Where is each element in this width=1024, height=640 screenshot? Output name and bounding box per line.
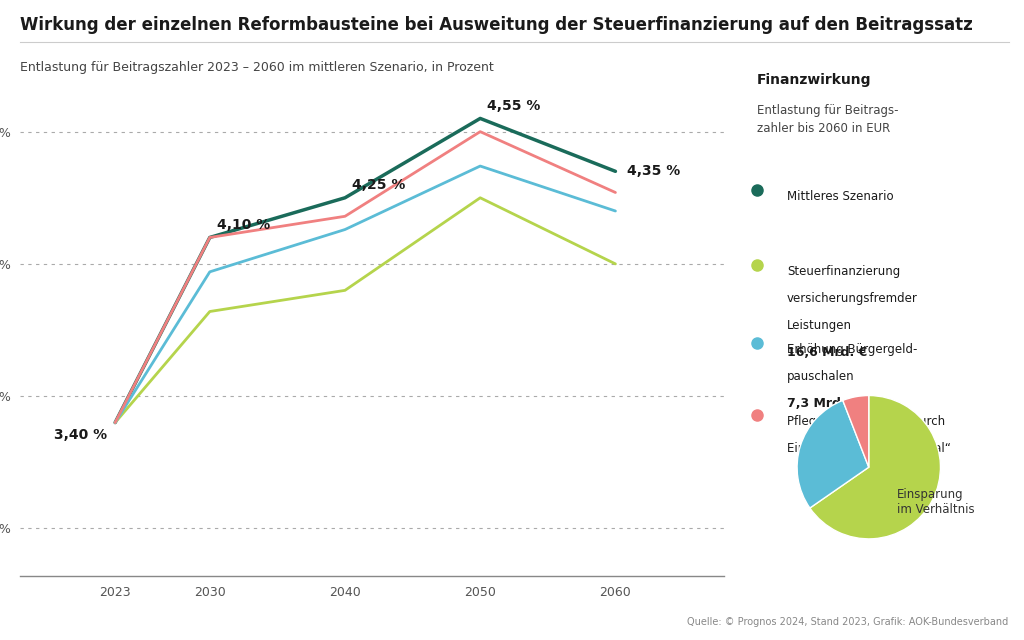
- Text: Einsparung
im Verhältnis: Einsparung im Verhältnis: [897, 488, 975, 516]
- Text: Leistungen: Leistungen: [786, 319, 852, 332]
- Text: Steuerfinanzierung: Steuerfinanzierung: [786, 265, 900, 278]
- Text: Einführung „Steuerkapi tal“: Einführung „Steuerkapi tal“: [786, 442, 950, 455]
- Text: Wirkung der einzelnen Reformbausteine bei Ausweitung der Steuerfinanzierung auf : Wirkung der einzelnen Reformbausteine be…: [20, 16, 973, 34]
- Text: Entlastung für Beitragszahler 2023 – 2060 im mittleren Szenario, in Prozent: Entlastung für Beitragszahler 2023 – 206…: [20, 61, 495, 74]
- Wedge shape: [843, 396, 868, 467]
- Wedge shape: [797, 401, 868, 508]
- Text: 7,3 Mrd. €: 7,3 Mrd. €: [786, 397, 859, 410]
- Text: Mittleres Szenario: Mittleres Szenario: [786, 190, 894, 203]
- Text: Erhöhung Bürgergeld-: Erhöhung Bürgergeld-: [786, 343, 918, 356]
- Text: 4,10 %: 4,10 %: [217, 218, 270, 232]
- Text: Quelle: © Prognos 2024, Stand 2023, Grafik: AOK-Bundesverband: Quelle: © Prognos 2024, Stand 2023, Graf…: [687, 617, 1009, 627]
- Text: versicherungsfremder: versicherungsfremder: [786, 292, 918, 305]
- Text: 4,25 %: 4,25 %: [352, 178, 406, 192]
- Wedge shape: [810, 396, 940, 539]
- Text: pauschalen: pauschalen: [786, 370, 854, 383]
- Text: Entlastung für Beitrags-
zahler bis 2060 in EUR: Entlastung für Beitrags- zahler bis 2060…: [757, 104, 899, 135]
- Text: 3,40 %: 3,40 %: [53, 428, 106, 442]
- Text: 4,55 %: 4,55 %: [487, 99, 541, 113]
- Text: 16,6 Mrd. €: 16,6 Mrd. €: [786, 346, 867, 359]
- Text: 4,35 %: 4,35 %: [627, 164, 680, 179]
- Text: Pflegevorsorgefonds durch: Pflegevorsorgefonds durch: [786, 415, 945, 428]
- Text: Finanzwirkung: Finanzwirkung: [757, 73, 871, 87]
